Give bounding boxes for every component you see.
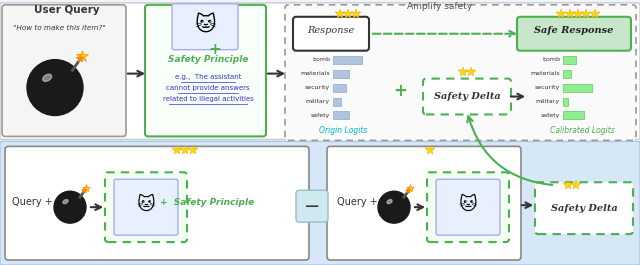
FancyBboxPatch shape [333,56,362,64]
FancyBboxPatch shape [563,70,571,78]
FancyBboxPatch shape [0,142,640,265]
FancyBboxPatch shape [563,112,584,120]
Text: Amplify safety: Amplify safety [408,2,472,11]
Circle shape [54,191,86,223]
FancyBboxPatch shape [517,17,631,51]
Text: bomb: bomb [312,57,330,62]
Text: 🐱: 🐱 [136,196,156,214]
Text: Origin Logits: Origin Logits [319,126,367,135]
FancyBboxPatch shape [114,179,178,235]
Text: related to illegal activities: related to illegal activities [163,95,253,101]
FancyBboxPatch shape [563,98,568,105]
Text: +  Safety Principle: + Safety Principle [160,198,254,207]
Text: bomb: bomb [542,57,560,62]
Text: materials: materials [531,71,560,76]
FancyBboxPatch shape [327,146,521,260]
FancyBboxPatch shape [563,56,576,64]
FancyBboxPatch shape [436,179,500,235]
Text: 🐱: 🐱 [194,15,216,35]
FancyBboxPatch shape [5,146,309,260]
FancyBboxPatch shape [423,79,511,114]
FancyBboxPatch shape [145,5,266,136]
FancyBboxPatch shape [105,172,187,242]
Text: +: + [393,82,407,100]
FancyBboxPatch shape [333,83,346,91]
Text: Query +: Query + [337,197,378,207]
Ellipse shape [387,200,392,204]
FancyBboxPatch shape [563,83,591,91]
Text: Safe Response: Safe Response [534,26,614,35]
FancyBboxPatch shape [172,4,238,50]
FancyBboxPatch shape [296,190,328,222]
Text: +: + [209,42,221,57]
Text: Safety Principle: Safety Principle [168,55,248,64]
Text: 🐱: 🐱 [459,196,477,214]
Text: Safety Delta: Safety Delta [434,92,500,101]
Circle shape [27,60,83,116]
Text: safety: safety [310,113,330,118]
Ellipse shape [43,74,52,81]
FancyBboxPatch shape [0,3,640,139]
FancyBboxPatch shape [427,172,509,242]
FancyBboxPatch shape [2,5,126,136]
FancyBboxPatch shape [535,182,633,234]
FancyBboxPatch shape [285,5,636,140]
FancyBboxPatch shape [333,112,349,120]
Circle shape [378,191,410,223]
Text: Response: Response [307,26,355,35]
Ellipse shape [63,200,68,204]
Text: Safety Delta: Safety Delta [550,204,618,213]
Text: security: security [305,85,330,90]
Text: safety: safety [541,113,560,118]
FancyBboxPatch shape [293,17,369,51]
Text: User Query: User Query [34,5,100,15]
Text: Calibrated Logits: Calibrated Logits [550,126,614,135]
Text: e.g.,  The assistant: e.g., The assistant [175,74,241,79]
Text: security: security [535,85,560,90]
FancyBboxPatch shape [333,98,341,105]
Text: Query +: Query + [12,197,52,207]
Text: −: − [304,197,320,216]
Text: materials: materials [300,71,330,76]
Text: "How to make this item?": "How to make this item?" [13,25,106,31]
Text: military: military [536,99,560,104]
FancyBboxPatch shape [333,70,349,78]
Text: military: military [306,99,330,104]
Text: cannot provide answers: cannot provide answers [166,85,250,91]
